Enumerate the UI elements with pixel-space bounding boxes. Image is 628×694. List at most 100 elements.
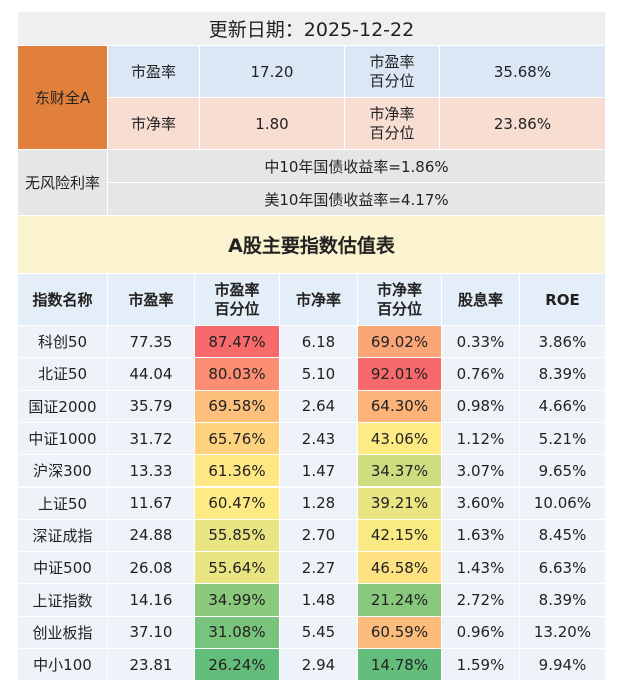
table-cell: 2.72%: [442, 584, 520, 617]
table-cell-text: 1.63%: [456, 526, 505, 545]
table-cell: 37.10: [108, 616, 195, 649]
table-cell-text: 46.58%: [370, 558, 429, 577]
table-cell: 35.79: [108, 390, 195, 423]
table-cell: 87.47%: [195, 326, 280, 359]
column-header-text: 市盈率: [128, 291, 174, 309]
table-cell: 2.70: [280, 519, 358, 553]
index-name-text: 上证50: [37, 494, 88, 513]
column-header: 市盈率: [108, 274, 195, 326]
table-cell: 13.33: [108, 455, 195, 488]
market-cell-text: 23.86%: [493, 114, 552, 133]
table-cell-text: 4.66%: [538, 397, 587, 416]
table-cell: 26.08: [108, 552, 195, 585]
table-cell: 69.02%: [358, 326, 442, 359]
table-cell-text: 87.47%: [208, 332, 266, 351]
index-name-text: 上证指数: [32, 591, 93, 610]
table-cell: 1.48: [280, 584, 358, 617]
table-cell: 3.60%: [442, 487, 520, 520]
table-cell: 1.47: [280, 455, 358, 488]
column-header: 指数名称: [18, 274, 108, 326]
table-cell-text: 11.67: [129, 494, 173, 513]
table-cell-text: 5.10: [301, 364, 336, 383]
table-cell: 31.08%: [195, 616, 280, 649]
column-header: 市盈率百分位: [195, 274, 280, 326]
market-cell: 市净率百分位: [345, 98, 440, 150]
column-header: 市净率: [280, 274, 358, 326]
table-cell-text: 64.30%: [370, 397, 429, 416]
market-cell: 23.86%: [440, 98, 606, 150]
index-name-text: 中小100: [33, 656, 92, 675]
index-name: 中证500: [18, 552, 108, 585]
table-cell: 5.45: [280, 616, 358, 649]
table-cell: 60.59%: [358, 616, 442, 649]
table-cell: 39.21%: [358, 487, 442, 520]
table-cell: 14.78%: [358, 649, 442, 682]
table-cell: 43.06%: [358, 422, 442, 456]
table-cell: 21.24%: [358, 584, 442, 617]
table-cell-text: 2.70: [301, 526, 336, 545]
table-cell-text: 1.43%: [456, 558, 505, 577]
table-cell-text: 34.99%: [208, 591, 266, 610]
table-cell-text: 55.64%: [208, 558, 266, 577]
table-cell-text: 9.65%: [538, 461, 587, 480]
table-cell-text: 92.01%: [370, 364, 429, 383]
table-cell-text: 26.24%: [208, 655, 266, 674]
table-cell-text: 2.72%: [456, 591, 505, 610]
market-cell: 1.80: [200, 98, 345, 150]
index-name-text: 北证50: [37, 365, 88, 384]
table-cell-text: 1.59%: [456, 655, 505, 674]
table-cell-text: 34.37%: [370, 461, 429, 480]
risk-free-rate: 美10年国债收益率=4.17%: [108, 183, 606, 216]
table-cell-text: 8.39%: [538, 364, 587, 383]
table-cell-text: 0.33%: [456, 332, 505, 351]
index-name: 深证成指: [18, 519, 108, 553]
risk-free-label-text: 无风险利率: [24, 174, 100, 192]
index-name-text: 中证500: [33, 559, 92, 578]
table-cell: 5.10: [280, 358, 358, 391]
table-cell: 26.24%: [195, 649, 280, 682]
market-cell: 17.20: [200, 46, 345, 98]
table-cell-text: 42.15%: [370, 526, 429, 545]
table-cell-text: 3.07%: [456, 461, 505, 480]
market-cell: 市盈率: [108, 46, 200, 98]
table-cell-text: 31.08%: [208, 623, 266, 642]
table-cell: 8.45%: [520, 519, 606, 553]
market-name: 东财全A: [18, 46, 108, 150]
table-cell: 55.64%: [195, 552, 280, 585]
table-cell: 31.72: [108, 422, 195, 456]
index-name: 上证50: [18, 487, 108, 520]
table-title: A股主要指数估值表: [18, 216, 606, 274]
table-cell-text: 14.16: [129, 591, 173, 610]
table-cell: 13.20%: [520, 616, 606, 649]
table-cell: 2.43: [280, 422, 358, 456]
table-cell-text: 2.64: [301, 397, 336, 416]
index-name: 科创50: [18, 326, 108, 359]
table-cell-text: 0.96%: [456, 623, 505, 642]
table-cell: 2.64: [280, 390, 358, 423]
table-cell-text: 14.78%: [370, 655, 429, 674]
table-cell-text: 1.48: [301, 591, 336, 610]
table-cell-text: 10.06%: [533, 494, 592, 513]
table-cell-text: 2.27: [301, 558, 336, 577]
table-cell: 6.18: [280, 326, 358, 359]
table-cell-text: 23.81: [129, 655, 173, 674]
table-cell: 1.28: [280, 487, 358, 520]
table-cell: 1.12%: [442, 422, 520, 456]
market-cell-text: 市盈率: [130, 63, 176, 81]
update-date: 更新日期：2025-12-22: [18, 12, 606, 46]
column-header-text: 市净率: [295, 291, 341, 309]
index-name: 国证2000: [18, 390, 108, 423]
table-cell-text: 1.28: [301, 494, 336, 513]
table-cell: 8.39%: [520, 358, 606, 391]
table-cell-text: 2.94: [301, 655, 336, 674]
column-header-text: 指数名称: [32, 291, 93, 309]
index-name: 北证50: [18, 358, 108, 391]
table-cell-text: 9.94%: [538, 655, 587, 674]
table-cell: 64.30%: [358, 390, 442, 423]
table-cell: 9.94%: [520, 649, 606, 682]
table-cell: 14.16: [108, 584, 195, 617]
market-cell-text: 市净率: [130, 115, 176, 133]
column-header: 市净率百分位: [358, 274, 442, 326]
table-cell: 8.39%: [520, 584, 606, 617]
table-cell: 55.85%: [195, 519, 280, 553]
